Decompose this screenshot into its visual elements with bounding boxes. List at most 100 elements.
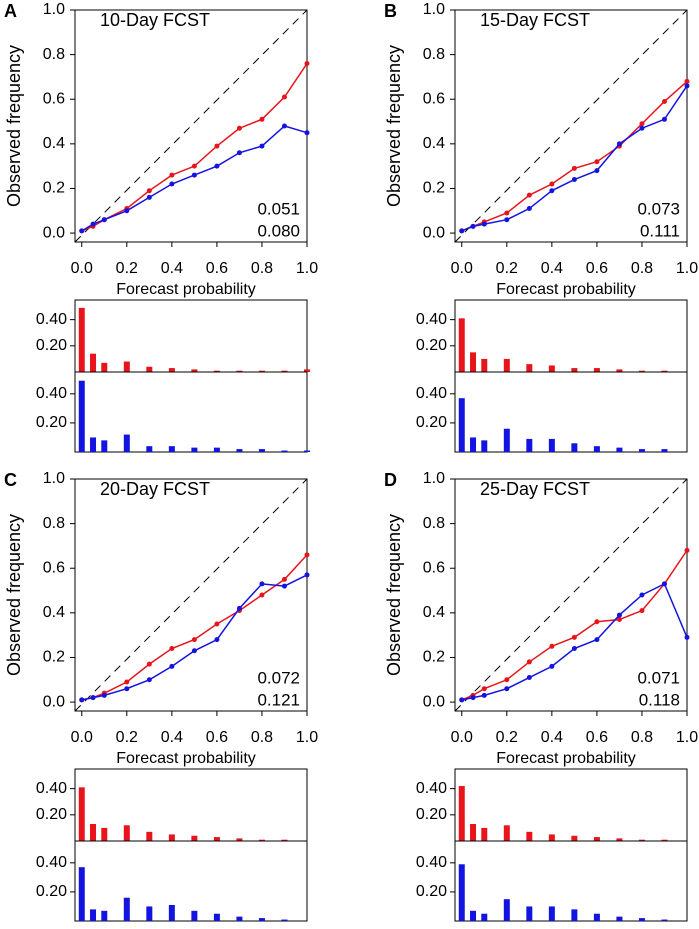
- point: [661, 98, 667, 104]
- hist-bar: [123, 825, 130, 841]
- hist-y-tick-label: 0.40: [36, 780, 67, 797]
- y-tick-label: 0.4: [43, 604, 65, 621]
- hist-bar: [571, 835, 578, 841]
- point: [281, 583, 287, 589]
- hist-bar: [638, 449, 645, 452]
- score: 0.072: [257, 668, 300, 687]
- panel-letter: D: [384, 470, 397, 490]
- point: [146, 677, 152, 683]
- hist-bar: [123, 361, 130, 372]
- y-tick-label: 0.2: [423, 649, 445, 666]
- diagonal: [74, 478, 308, 712]
- hist-bar: [503, 358, 510, 372]
- hist-bar: [616, 838, 623, 841]
- hist-y-tick-label: 0.20: [36, 414, 67, 431]
- plot-frame: [454, 478, 688, 712]
- hist-bar: [90, 353, 97, 372]
- hist-bar: [213, 447, 220, 452]
- hist-bar: [146, 906, 153, 921]
- panel-letter: C: [4, 470, 17, 490]
- score: 0.121: [257, 690, 300, 709]
- hist-bar: [526, 831, 533, 841]
- x-tick-label: 0.8: [251, 260, 273, 277]
- hist-bar: [638, 839, 645, 841]
- point: [470, 223, 476, 229]
- point: [616, 141, 622, 147]
- point: [684, 83, 690, 89]
- point: [481, 686, 487, 692]
- hist-bar: [470, 910, 477, 921]
- y-tick-label: 0.2: [43, 649, 65, 666]
- y-tick-label: 1.0: [43, 1, 65, 18]
- y-axis-label: Observed frequency: [4, 45, 24, 207]
- point: [124, 686, 130, 692]
- hist-frame: [74, 840, 308, 922]
- y-tick-label: 1.0: [423, 470, 445, 487]
- panel-title: 25-Day FCST: [480, 479, 590, 499]
- x-tick-label: 0.4: [161, 260, 183, 277]
- panel-title: 10-Day FCST: [100, 10, 210, 30]
- hist-bar: [661, 370, 668, 372]
- x-tick-label: 0.8: [631, 729, 653, 746]
- plot-frame: [74, 9, 308, 243]
- hist-y-tick-label: 0.20: [36, 883, 67, 900]
- hist-bar: [168, 368, 175, 372]
- point: [470, 695, 476, 701]
- x-axis-label: Forecast probability: [496, 281, 636, 298]
- hist-y-tick-label: 0.40: [36, 385, 67, 402]
- point: [146, 661, 152, 667]
- point: [124, 679, 130, 685]
- hist-bar: [503, 899, 510, 921]
- hist-bar: [281, 450, 288, 452]
- point: [639, 608, 645, 614]
- point: [526, 659, 532, 665]
- hist-bar: [548, 365, 555, 372]
- y-tick-label: 0.0: [43, 224, 65, 241]
- hist-bar: [191, 835, 198, 841]
- hist-bar: [593, 837, 600, 841]
- hist-y-tick-label: 0.40: [416, 780, 447, 797]
- x-axis-label: Forecast probability: [496, 750, 636, 767]
- hist-bar: [458, 786, 465, 841]
- x-tick-label: 0.4: [161, 729, 183, 746]
- x-tick-label: 0.0: [451, 729, 473, 746]
- hist-bar: [236, 449, 243, 452]
- plot-frame: [454, 9, 688, 243]
- point: [169, 172, 175, 178]
- point: [549, 663, 555, 669]
- diagonal: [454, 9, 688, 243]
- point: [549, 181, 555, 187]
- hist-bar: [304, 450, 310, 452]
- point: [684, 78, 690, 84]
- hist-bar: [616, 369, 623, 372]
- point: [526, 206, 532, 212]
- hist-bar: [258, 839, 265, 841]
- hist-bar: [481, 827, 488, 841]
- score: 0.118: [639, 690, 680, 709]
- x-tick-label: 0.8: [631, 260, 653, 277]
- score: 0.111: [640, 221, 680, 240]
- point: [594, 637, 600, 643]
- point: [236, 150, 242, 156]
- x-tick-label: 1.0: [296, 729, 318, 746]
- x-tick-label: 0.4: [541, 260, 563, 277]
- x-tick-label: 0.6: [206, 260, 228, 277]
- hist-bar: [571, 368, 578, 372]
- y-tick-label: 0.6: [43, 559, 65, 576]
- point: [571, 646, 577, 652]
- point: [169, 646, 175, 652]
- hist-frame: [74, 371, 308, 453]
- point: [684, 547, 690, 553]
- point: [191, 648, 197, 654]
- point: [639, 592, 645, 598]
- hist-bar: [458, 318, 465, 372]
- hist-y-tick-label: 0.20: [416, 883, 447, 900]
- hist-bar: [191, 910, 198, 921]
- hist-frame: [454, 840, 688, 922]
- x-tick-label: 0.6: [206, 729, 228, 746]
- point: [259, 581, 265, 587]
- y-tick-label: 0.0: [423, 224, 445, 241]
- hist-y-tick-label: 0.40: [36, 311, 67, 328]
- hist-bar: [481, 913, 488, 921]
